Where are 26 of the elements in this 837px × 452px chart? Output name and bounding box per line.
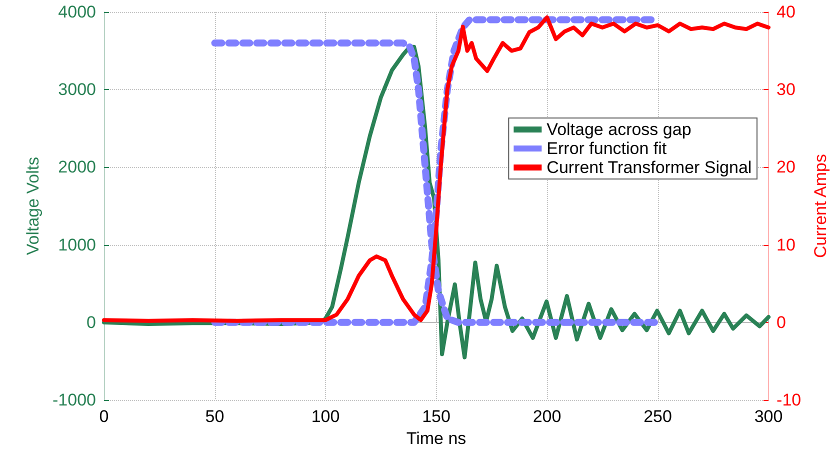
y2-tick-label: 0: [776, 312, 786, 332]
x-tick-label: 150: [422, 407, 450, 426]
x-tick-label: 100: [311, 407, 340, 426]
x-tick-label: 200: [532, 407, 562, 426]
y-tick-label: 3000: [58, 80, 96, 100]
line-series: [102, 15, 771, 323]
x-axis-title: Time ns: [406, 428, 466, 448]
y-tick-label: 4000: [58, 2, 96, 22]
legend-label: Current Transformer Signal: [546, 158, 752, 177]
y2-tick-label: -10: [776, 390, 802, 410]
y2-tick-label: 20: [776, 158, 796, 177]
legend-label: Voltage across gap: [546, 120, 692, 139]
y-tick-label: 2000: [58, 158, 96, 177]
y2-axis-title: Current Amps: [811, 154, 830, 258]
y2-tick-label: 40: [776, 2, 796, 22]
y-axis-title: Voltage Volts: [24, 156, 43, 256]
y2-tick-label: 10: [776, 235, 796, 254]
y-tick-label: 0: [86, 312, 96, 332]
x-tick-label: 300: [754, 407, 783, 426]
x-tick-label: 0: [99, 407, 109, 426]
y-tick-label: -1000: [52, 390, 96, 410]
y2-tick-label: 30: [776, 80, 796, 100]
legend-label: Error function fit: [546, 139, 667, 158]
x-tick-label: 250: [644, 407, 672, 426]
x-tick-label: 50: [205, 407, 224, 426]
y-tick-label: 1000: [58, 235, 96, 254]
